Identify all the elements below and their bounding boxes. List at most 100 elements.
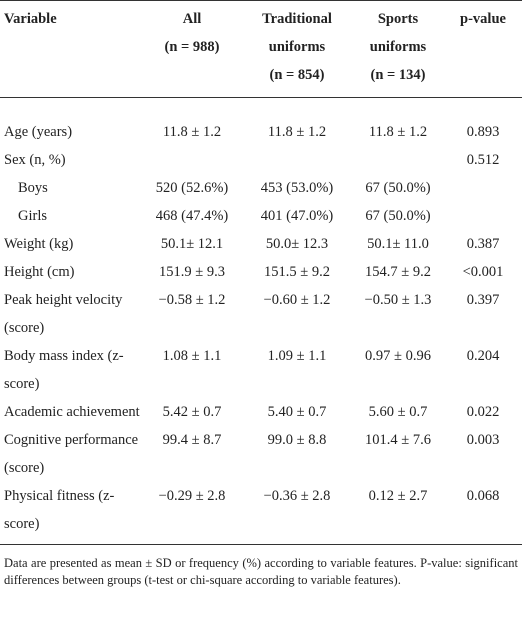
cell-text: −0.36 ± 2.8 (263, 488, 331, 504)
header-row: Variable All (n = 988) Traditional uniforms (… (0, 0, 522, 98)
table-row: Peak height velocity (score) −0.58 ± 1.2 −… (0, 286, 522, 342)
table-cell (444, 174, 522, 202)
table-cell: Girls (0, 202, 142, 230)
table-cell: Body mass index (z-score) (0, 342, 142, 398)
table-cell (242, 146, 352, 174)
table-cell: Sex (n, %) (0, 146, 142, 174)
cell-text: 5.42 ± 0.7 (162, 404, 222, 420)
table-row: Sex (n, %) 0.512 (0, 146, 522, 174)
table-cell: 0.387 (444, 230, 522, 258)
header-cell: Variable (0, 1, 142, 98)
table-cell: Age (years) (0, 98, 142, 147)
table-cell: <0.001 (444, 258, 522, 286)
cell-text: 0.397 (466, 292, 500, 308)
table-cell: 0.022 (444, 398, 522, 426)
cell-text: (n = 134) (370, 67, 426, 83)
cell-text: 0.387 (466, 236, 500, 252)
header-cell: p-value (444, 1, 522, 98)
cell-text: 520 (52.6%) (155, 180, 229, 196)
table-row: Height (cm) 151.9 ± 9.3 151.5 ± 9.2 154.7 ±… (0, 258, 522, 286)
cell-text: −0.29 ± 2.8 (158, 488, 226, 504)
cell-text: 1.09 ± 1.1 (267, 348, 327, 364)
cell-text: −0.50 ± 1.3 (364, 292, 432, 308)
table-row: Boys 520 (52.6%) 453 (53.0%) 67 (50.0%) (0, 174, 522, 202)
cell-text: 67 (50.0%) (365, 180, 431, 196)
table-row: Weight (kg) 50.1± 12.1 50.0± 12.3 50.1± 11.… (0, 230, 522, 258)
cell-text: (n = 988) (164, 39, 220, 55)
table-cell: 11.8 ± 1.2 (352, 98, 444, 147)
cell-text: Sex (n, %) (4, 152, 66, 168)
cell-text: Cognitive performance (score) (4, 432, 139, 476)
header-cell: Traditional uniforms (n = 854) (242, 1, 352, 98)
cell-text: 5.40 ± 0.7 (267, 404, 327, 420)
table-row: Body mass index (z-score) 1.08 ± 1.1 1.09 … (0, 342, 522, 398)
cell-text: 11.8 ± 1.2 (267, 124, 327, 140)
table-cell: 0.068 (444, 482, 522, 545)
table-cell: 5.42 ± 0.7 (142, 398, 242, 426)
table-cell: 50.1± 11.0 (352, 230, 444, 258)
cell-text: 453 (53.0%) (260, 180, 334, 196)
cell-text: 0.022 (466, 404, 500, 420)
table-cell: Height (cm) (0, 258, 142, 286)
cell-text: 0.97 ± 0.96 (365, 348, 431, 364)
table-cell: 1.08 ± 1.1 (142, 342, 242, 398)
cell-text: 0.068 (466, 488, 500, 504)
table-row: Age (years) 11.8 ± 1.2 11.8 ± 1.2 11.8 ± 1.… (0, 98, 522, 147)
cell-text: Body mass index (z-score) (4, 348, 124, 392)
table-cell (142, 146, 242, 174)
table-cell: 50.1± 12.1 (142, 230, 242, 258)
table-cell: Academic achievement (0, 398, 142, 426)
table-cell: 0.204 (444, 342, 522, 398)
cell-text: −0.60 ± 1.2 (263, 292, 331, 308)
table-cell (352, 146, 444, 174)
data-table: Variable All (n = 988) Traditional uniforms (… (0, 0, 522, 545)
table-cell (444, 202, 522, 230)
cell-text: 401 (47.0%) (260, 208, 334, 224)
cell-text: 151.5 ± 9.2 (264, 264, 330, 280)
cell-text: Age (years) (4, 124, 73, 140)
table-cell: 520 (52.6%) (142, 174, 242, 202)
cell-text: 11.8 ± 1.2 (368, 124, 428, 140)
cell-text: (n = 854) (269, 67, 325, 83)
table-cell: 11.8 ± 1.2 (142, 98, 242, 147)
cell-text: Boys (18, 180, 48, 196)
table-row: Academic achievement 5.42 ± 0.7 5.40 ± 0.7… (0, 398, 522, 426)
table-cell: −0.29 ± 2.8 (142, 482, 242, 545)
cell-text: Academic achievement (4, 404, 140, 420)
cell-text: Variable (4, 11, 57, 27)
header-cell: All (n = 988) (142, 1, 242, 98)
cell-text: Traditional (262, 11, 332, 27)
cell-text: 0.204 (466, 348, 500, 364)
cell-text: All (182, 11, 202, 27)
table-row: Physical fitness (z-score) −0.29 ± 2.8 −0.… (0, 482, 522, 545)
table-cell: 1.09 ± 1.1 (242, 342, 352, 398)
cell-text: 0.12 ± 2.7 (368, 488, 428, 504)
table-cell: 0.003 (444, 426, 522, 482)
table-cell: 67 (50.0%) (352, 202, 444, 230)
table-cell: Weight (kg) (0, 230, 142, 258)
cell-text: p-value (460, 11, 506, 27)
table-cell: Peak height velocity (score) (0, 286, 142, 342)
table-cell: Boys (0, 174, 142, 202)
cell-text: 67 (50.0%) (365, 208, 431, 224)
table-cell: 101.4 ± 7.6 (352, 426, 444, 482)
cell-text: uniforms (369, 39, 427, 55)
table-cell: 0.893 (444, 98, 522, 147)
cell-text: Height (cm) (4, 264, 75, 280)
table-cell: −0.36 ± 2.8 (242, 482, 352, 545)
table-cell: 0.12 ± 2.7 (352, 482, 444, 545)
table-row: Girls 468 (47.4%) 401 (47.0%) 67 (50.0%) (0, 202, 522, 230)
cell-text: uniforms (268, 39, 326, 55)
cell-text: 50.1± 11.0 (367, 236, 429, 252)
table-cell: 0.97 ± 0.96 (352, 342, 444, 398)
cell-text: 0.003 (466, 432, 500, 448)
cell-text: 468 (47.4%) (155, 208, 229, 224)
table-cell: 0.397 (444, 286, 522, 342)
cell-text: 101.4 ± 7.6 (365, 432, 431, 448)
header-cell: Sports uniforms (n = 134) (352, 1, 444, 98)
cell-text: 1.08 ± 1.1 (162, 348, 222, 364)
table-cell: 5.40 ± 0.7 (242, 398, 352, 426)
cell-text: Sports (377, 11, 419, 27)
cell-text: 11.8 ± 1.2 (162, 124, 222, 140)
